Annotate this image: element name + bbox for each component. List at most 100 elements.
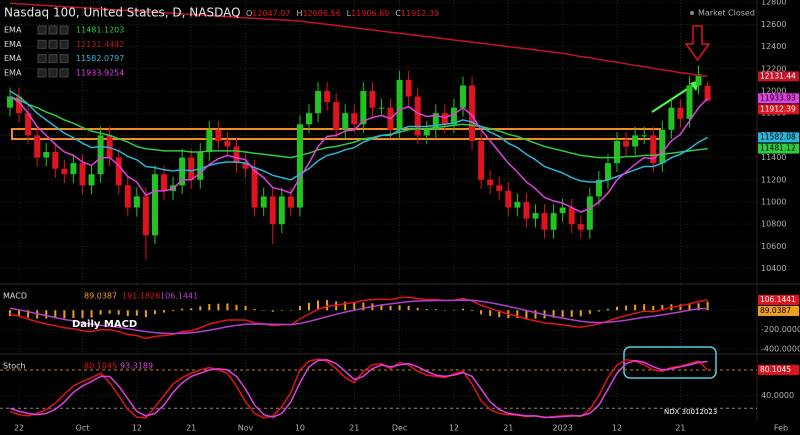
histogram-bar (697, 303, 700, 311)
histogram-bar (498, 310, 501, 318)
histogram-bar (81, 310, 84, 319)
candle-body (34, 135, 41, 158)
y-tick-label: 10600 (761, 242, 786, 251)
candle-body (342, 113, 349, 130)
candle-body (695, 74, 702, 86)
candle-body (324, 91, 331, 103)
stoch-title: Stoch (3, 362, 26, 371)
x-tick-label: 21 (503, 424, 513, 433)
y-tick-label: 12000 (761, 87, 786, 96)
legend-value: 93.3189 (120, 362, 153, 371)
histogram-bar (588, 310, 591, 314)
candle-body (269, 196, 276, 225)
candle-body (614, 140, 621, 164)
histogram-bar (199, 306, 202, 311)
candle-body (106, 135, 113, 158)
x-tick-label: 22 (14, 424, 24, 433)
histogram-bar (298, 305, 301, 311)
candle-body (668, 107, 675, 130)
candle-body (532, 213, 539, 219)
candle-body (686, 85, 693, 119)
candle-body (133, 196, 140, 208)
candle-body (52, 152, 59, 169)
price-tag-label: 11933.93 (760, 93, 796, 102)
legend-label: EMA (4, 40, 22, 49)
indicator-line (9, 296, 708, 340)
histogram-bar (706, 301, 709, 311)
histogram-bar (353, 302, 356, 311)
candle-body (179, 157, 186, 186)
histogram-bar (9, 310, 11, 317)
ohlc-label: C (395, 9, 401, 18)
histogram-bar (144, 310, 147, 318)
histogram-bar (307, 302, 310, 311)
histogram-bar (389, 305, 392, 311)
legend-label: EMA (4, 26, 22, 35)
histogram-bar (317, 300, 320, 311)
legend-icon (59, 39, 69, 49)
candle-body (450, 107, 457, 125)
y-tick-label: 10800 (761, 220, 786, 229)
indicator-line (9, 358, 709, 419)
price-tag (758, 132, 799, 143)
histogram-bar (380, 304, 383, 311)
ohlc-value: 11912.39 (401, 9, 439, 18)
histogram-bar (244, 305, 247, 311)
y-tick-label: 11200 (761, 175, 786, 184)
candle-body (79, 163, 86, 186)
price-tag-label: 11912.39 (760, 104, 796, 113)
legend-value: 11481.1203 (76, 26, 124, 35)
candle-body (677, 107, 684, 119)
candle-body (242, 163, 249, 169)
ohlc-label: H (296, 9, 302, 18)
legend-value: 12131.4442 (76, 40, 124, 49)
histogram-bar (561, 310, 564, 317)
candle-body (405, 79, 412, 97)
histogram-bar (54, 310, 57, 319)
price-tag (758, 364, 799, 375)
y-tick-label: 11000 (761, 197, 786, 206)
indicator-line (9, 95, 709, 213)
y-tick-label: 10400 (761, 264, 786, 273)
histogram-bar (63, 310, 66, 319)
histogram-bar (208, 303, 211, 311)
candle-body (260, 196, 267, 208)
legend-icon (48, 39, 58, 49)
histogram-bar (181, 308, 184, 311)
candle-body (514, 201, 521, 208)
x-tick-label: 21 (675, 424, 685, 433)
legend-icon (48, 68, 58, 78)
legend-icon (37, 54, 47, 64)
candle-body (641, 135, 648, 137)
histogram-bar (534, 310, 537, 319)
ohlc-value: 12047.07 (252, 9, 290, 18)
histogram-bar (597, 310, 600, 312)
x-tick-label: Nov (238, 424, 254, 433)
candle-body (305, 113, 312, 125)
histogram-bar (452, 309, 455, 311)
candle-body (115, 157, 122, 186)
histogram-bar (99, 310, 102, 315)
candle-body (487, 179, 494, 186)
candle-body (505, 190, 512, 208)
histogram-bar (126, 310, 129, 317)
price-tag-label: 89.0387 (760, 306, 791, 315)
candle-body (369, 91, 376, 108)
y-tick-label: 40.0000 (761, 391, 794, 400)
x-tick-label: 10 (295, 424, 305, 433)
legend-icon (37, 68, 47, 78)
annotation: NDX 30012023 (664, 408, 717, 416)
candle-body (25, 113, 32, 136)
x-tick-label: 21 (349, 424, 359, 433)
legend-icon (59, 68, 69, 78)
candle-body (97, 135, 104, 175)
candle-body (70, 163, 77, 175)
price-tag (758, 294, 799, 305)
macd-title: MACD (3, 292, 27, 301)
candle-body (423, 129, 430, 136)
histogram-bar (416, 307, 419, 311)
indicator-line (9, 95, 708, 159)
chart-title: Nasdaq 100, United States, D, NASDAQ (4, 6, 241, 20)
histogram-bar (525, 310, 528, 319)
